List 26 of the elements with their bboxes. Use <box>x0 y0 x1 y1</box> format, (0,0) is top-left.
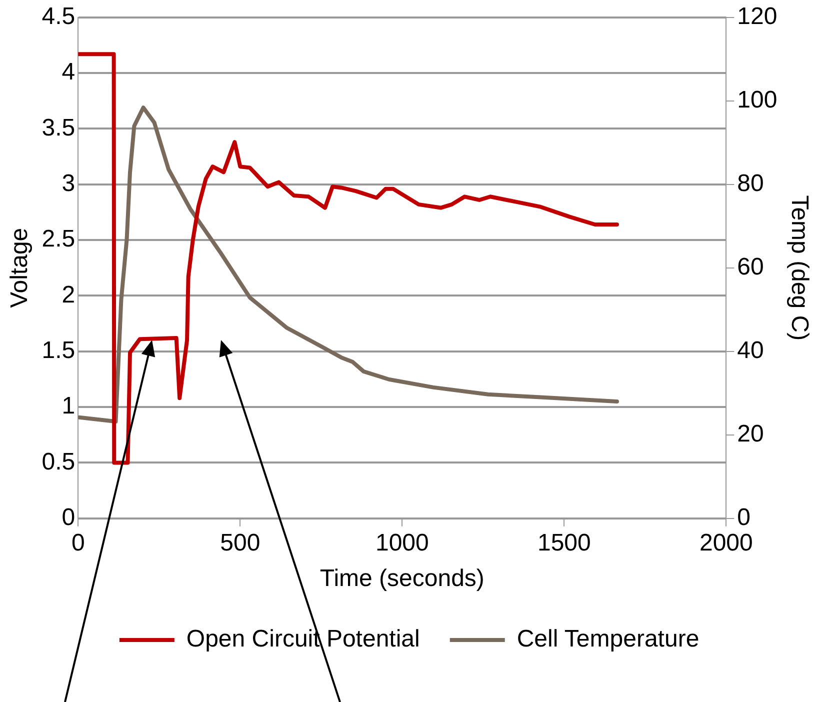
y2-axis-title: Temp (deg C) <box>786 195 813 341</box>
y-tick-label: 1.5 <box>42 337 76 364</box>
y-tick-label: 3 <box>62 170 76 198</box>
x-tick-label: 1000 <box>375 529 429 556</box>
y2-tick-label: 20 <box>737 420 764 448</box>
y2-tick-label: 120 <box>737 3 778 30</box>
y-axis-title: Voltage <box>6 228 34 308</box>
legend-label: Cell Temperature <box>516 626 700 653</box>
y-tick-label: 0 <box>62 504 76 532</box>
y-tick-label: 1 <box>62 392 76 420</box>
x-axis-title: Time (seconds) <box>320 565 484 592</box>
y-tick-label: 3.5 <box>42 114 76 142</box>
y2-tick-label: 100 <box>737 86 778 114</box>
y2-tick-label: 80 <box>737 170 764 198</box>
y-tick-label: 4 <box>62 58 76 86</box>
y-tick-label: 4.5 <box>42 3 76 30</box>
y-tick-label: 2 <box>62 281 76 308</box>
y2-tick-label: 60 <box>737 254 764 281</box>
x-tick-label: 500 <box>220 529 260 556</box>
x-tick-label: 1500 <box>537 529 591 556</box>
x-tick-label: 2000 <box>699 529 753 556</box>
y2-tick-label: 0 <box>737 504 751 532</box>
y-tick-label: 0.5 <box>42 448 76 476</box>
y2-tick-label: 40 <box>737 337 764 364</box>
y-tick-label: 2.5 <box>42 226 76 253</box>
legend-label: Open Circuit Potential <box>186 626 420 653</box>
